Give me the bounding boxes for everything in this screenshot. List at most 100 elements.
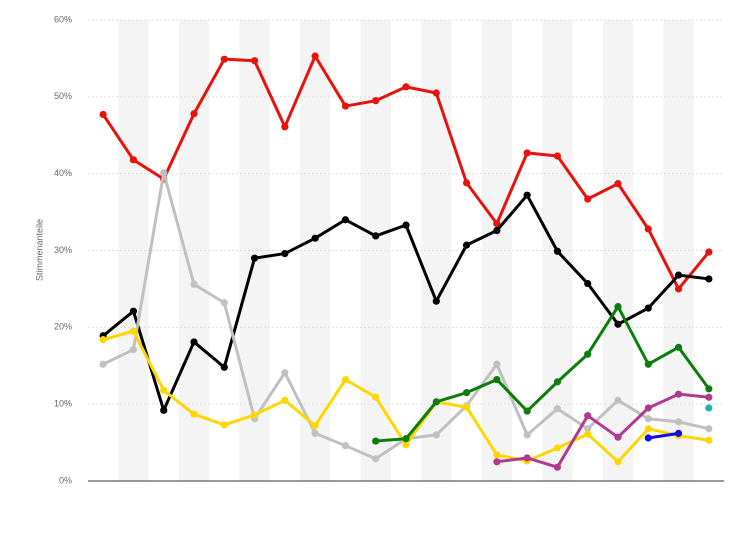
- y-tick-label: 60%: [54, 14, 72, 24]
- data-point: [614, 320, 622, 328]
- y-tick-label: 10%: [54, 399, 72, 409]
- data-point: [493, 220, 501, 228]
- y-tick-label: 20%: [54, 322, 72, 332]
- data-point: [432, 398, 440, 406]
- data-point: [674, 418, 683, 426]
- data-point: [99, 110, 107, 119]
- y-tick-label: 0%: [59, 475, 72, 485]
- data-point: [220, 363, 228, 371]
- data-point: [584, 195, 592, 203]
- data-point: [523, 149, 531, 157]
- data-point: [462, 403, 471, 411]
- data-point: [553, 152, 562, 160]
- data-point: [129, 346, 138, 354]
- data-point: [553, 247, 562, 255]
- data-point: [493, 360, 501, 368]
- data-point: [190, 280, 198, 288]
- data-point: [705, 436, 713, 444]
- y-tick-label: 50%: [54, 91, 72, 101]
- data-point: [523, 454, 531, 462]
- data-point: [462, 241, 471, 249]
- y-tick-label: 30%: [54, 245, 72, 255]
- data-point: [432, 297, 440, 305]
- data-point: [584, 430, 592, 438]
- data-point: [160, 406, 168, 414]
- data-point: [250, 254, 259, 262]
- data-point: [99, 360, 107, 368]
- data-point: [674, 429, 683, 437]
- data-point: [705, 404, 713, 412]
- y-axis-label: Stimmenanteile: [34, 219, 44, 281]
- series-line: [648, 431, 679, 440]
- data-point: [493, 226, 501, 235]
- data-point: [190, 110, 198, 118]
- data-point: [341, 375, 350, 384]
- data-point: [705, 425, 713, 433]
- data-point: [220, 421, 228, 429]
- data-point: [644, 425, 652, 433]
- data-point: [614, 180, 622, 188]
- data-point: [705, 393, 713, 401]
- data-point: [523, 191, 531, 199]
- data-point: [674, 343, 683, 351]
- data-point: [432, 431, 440, 439]
- data-point: [372, 455, 380, 463]
- data-point: [644, 404, 652, 412]
- data-point: [553, 444, 562, 452]
- data-point: [674, 271, 683, 279]
- data-point: [614, 302, 622, 311]
- data-point: [311, 429, 319, 437]
- data-point: [311, 234, 319, 242]
- data-point: [372, 393, 380, 401]
- data-point: [281, 123, 289, 131]
- data-point: [584, 425, 592, 433]
- data-point: [281, 396, 289, 404]
- data-point: [553, 463, 562, 471]
- data-point: [584, 279, 592, 288]
- data-point: [674, 390, 683, 398]
- data-point: [614, 396, 622, 404]
- data-point: [523, 407, 531, 415]
- data-point: [553, 378, 562, 386]
- data-point: [614, 458, 622, 466]
- data-point: [644, 225, 652, 233]
- data-point: [402, 441, 410, 449]
- data-point: [372, 437, 380, 445]
- data-point: [160, 169, 168, 177]
- data-point: [584, 412, 592, 420]
- data-point: [281, 369, 289, 377]
- data-point: [644, 415, 652, 423]
- data-point: [493, 375, 501, 384]
- series-line: [496, 392, 710, 469]
- data-point: [674, 285, 683, 293]
- data-point: [372, 97, 380, 105]
- data-point: [220, 55, 228, 63]
- data-point: [432, 89, 440, 97]
- data-point: [402, 83, 410, 91]
- data-point: [705, 248, 713, 256]
- data-point: [584, 350, 592, 358]
- data-point: [705, 275, 713, 283]
- data-point: [644, 434, 652, 442]
- data-point: [462, 179, 471, 187]
- data-point: [250, 411, 259, 419]
- data-point: [311, 422, 319, 430]
- data-point: [250, 57, 259, 65]
- data-point: [190, 410, 198, 418]
- data-point: [341, 442, 350, 450]
- data-point: [462, 389, 471, 397]
- data-point: [402, 221, 410, 229]
- series-line: [375, 305, 711, 443]
- data-point: [129, 156, 138, 164]
- data-point: [493, 458, 501, 466]
- data-point: [644, 304, 652, 312]
- data-point: [402, 435, 410, 443]
- data-point: [341, 216, 350, 224]
- data-point: [311, 52, 319, 60]
- data-point: [281, 249, 289, 258]
- data-point: [614, 433, 622, 441]
- data-point: [220, 299, 228, 307]
- data-point: [705, 385, 713, 393]
- data-point: [372, 232, 380, 240]
